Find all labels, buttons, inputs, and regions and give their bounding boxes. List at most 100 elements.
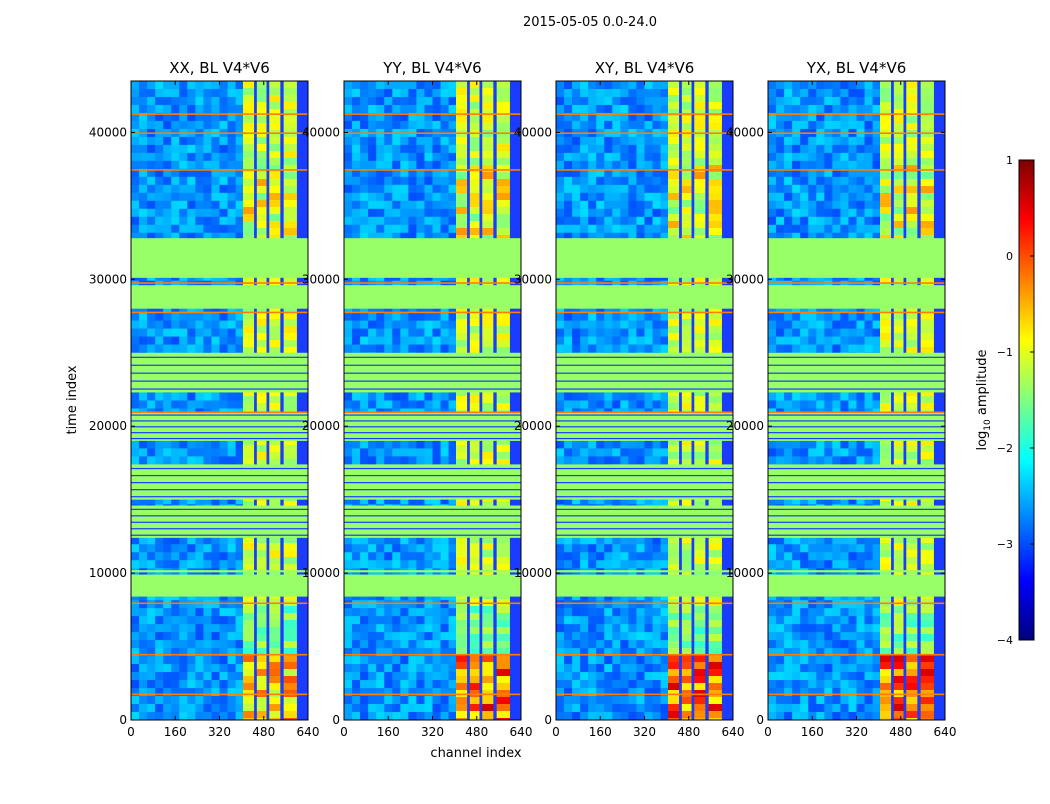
heatmap-cell	[620, 97, 628, 105]
heatmap-cell	[147, 89, 155, 97]
heatmap-cell	[400, 640, 408, 648]
channel-column-segment	[456, 214, 467, 221]
channel-column-segment	[284, 228, 297, 235]
heatmap-cell	[171, 313, 179, 321]
heatmap-cell	[416, 225, 424, 233]
heatmap-cell	[400, 137, 408, 145]
rfi-row	[344, 132, 521, 134]
heatmap-cell	[352, 696, 360, 704]
channel-column-segment	[470, 333, 480, 340]
heatmap-cell	[368, 448, 376, 456]
channel-column-segment	[482, 151, 493, 158]
flagged-band	[344, 238, 521, 278]
heatmap-cell	[179, 696, 187, 704]
heatmap-cell	[211, 145, 219, 153]
heatmap-cell	[661, 337, 669, 345]
heatmap-cell	[211, 209, 219, 217]
heatmap-cell	[768, 217, 776, 225]
heatmap-cell	[352, 217, 360, 225]
heatmap-cell	[360, 177, 368, 185]
heatmap-cell	[376, 313, 384, 321]
heatmap-cell	[139, 225, 147, 233]
heatmap-cell	[368, 345, 376, 353]
heatmap-cell	[155, 456, 163, 464]
channel-column-segment	[682, 88, 692, 95]
channel-column-segment	[269, 137, 280, 144]
heatmap-cell	[236, 624, 244, 632]
channel-column-segment	[243, 697, 254, 704]
channel-column-segment	[257, 326, 267, 333]
heatmap-cell	[572, 105, 580, 113]
heatmap-cell	[433, 456, 441, 464]
heatmap-cell	[155, 632, 163, 640]
channel-column-segment	[269, 620, 280, 627]
heatmap-cell	[612, 672, 620, 680]
heatmap-cell	[661, 608, 669, 616]
heatmap-cell	[857, 105, 865, 113]
heatmap-cell	[768, 185, 776, 193]
heatmap-cell	[384, 544, 392, 552]
channel-column-segment	[243, 704, 254, 711]
channel-column-segment	[482, 116, 493, 123]
channel-column-segment	[284, 326, 297, 333]
channel-column-segment	[456, 333, 467, 340]
heatmap-cell	[344, 145, 352, 153]
heatmap-cell	[220, 401, 228, 409]
heatmap-cell	[179, 201, 187, 209]
heatmap-cell	[636, 624, 644, 632]
heatmap-cell	[171, 552, 179, 560]
heatmap-cell	[661, 440, 669, 448]
heatmap-cell	[588, 704, 596, 712]
heatmap-cell	[572, 89, 580, 97]
heatmap-cell	[392, 696, 400, 704]
channel-column-segment	[709, 550, 722, 557]
heatmap-cell	[376, 393, 384, 401]
heatmap-cell	[449, 153, 457, 161]
heatmap-cell	[768, 145, 776, 153]
heatmap-cell	[628, 393, 636, 401]
heatmap-cell	[604, 209, 612, 217]
heatmap-cell	[441, 217, 449, 225]
heatmap-cell	[580, 600, 588, 608]
heatmap-cell	[449, 632, 457, 640]
heatmap-cell	[588, 193, 596, 201]
heatmap-cell	[645, 153, 653, 161]
heatmap-cell	[376, 401, 384, 409]
heatmap-cell	[384, 552, 392, 560]
heatmap-cell	[147, 672, 155, 680]
heatmap-cell	[344, 121, 352, 129]
heatmap-cell	[203, 81, 211, 89]
channel-column-segment	[456, 711, 467, 718]
heatmap-cell	[352, 624, 360, 632]
channel-column-segment	[682, 109, 692, 116]
heatmap-cell	[195, 456, 203, 464]
heatmap-cell	[131, 145, 139, 153]
heatmap-cell	[612, 329, 620, 337]
heatmap-cell	[131, 193, 139, 201]
heatmap-cell	[612, 193, 620, 201]
heatmap-cell	[220, 393, 228, 401]
heatmap-cell	[645, 704, 653, 712]
heatmap-cell	[139, 640, 147, 648]
flagged-band	[131, 570, 308, 572]
rfi-row	[344, 602, 521, 604]
heatmap-cell	[352, 672, 360, 680]
channel-column-segment	[668, 151, 679, 158]
heatmap-cell	[628, 401, 636, 409]
channel-column-segment	[257, 333, 267, 340]
heatmap-cell	[572, 185, 580, 193]
heatmap-cell	[376, 608, 384, 616]
heatmap-cell	[408, 393, 416, 401]
heatmap-cell	[203, 177, 211, 185]
heatmap-cell	[376, 217, 384, 225]
heatmap-cell	[155, 217, 163, 225]
heatmap-cell	[636, 337, 644, 345]
heatmap-cell	[636, 137, 644, 145]
heatmap-cell	[139, 448, 147, 456]
heatmap-cell	[179, 456, 187, 464]
channel-column-segment	[269, 151, 280, 158]
heatmap-cell	[564, 544, 572, 552]
heatmap-cell	[360, 608, 368, 616]
heatmap-cell	[628, 632, 636, 640]
